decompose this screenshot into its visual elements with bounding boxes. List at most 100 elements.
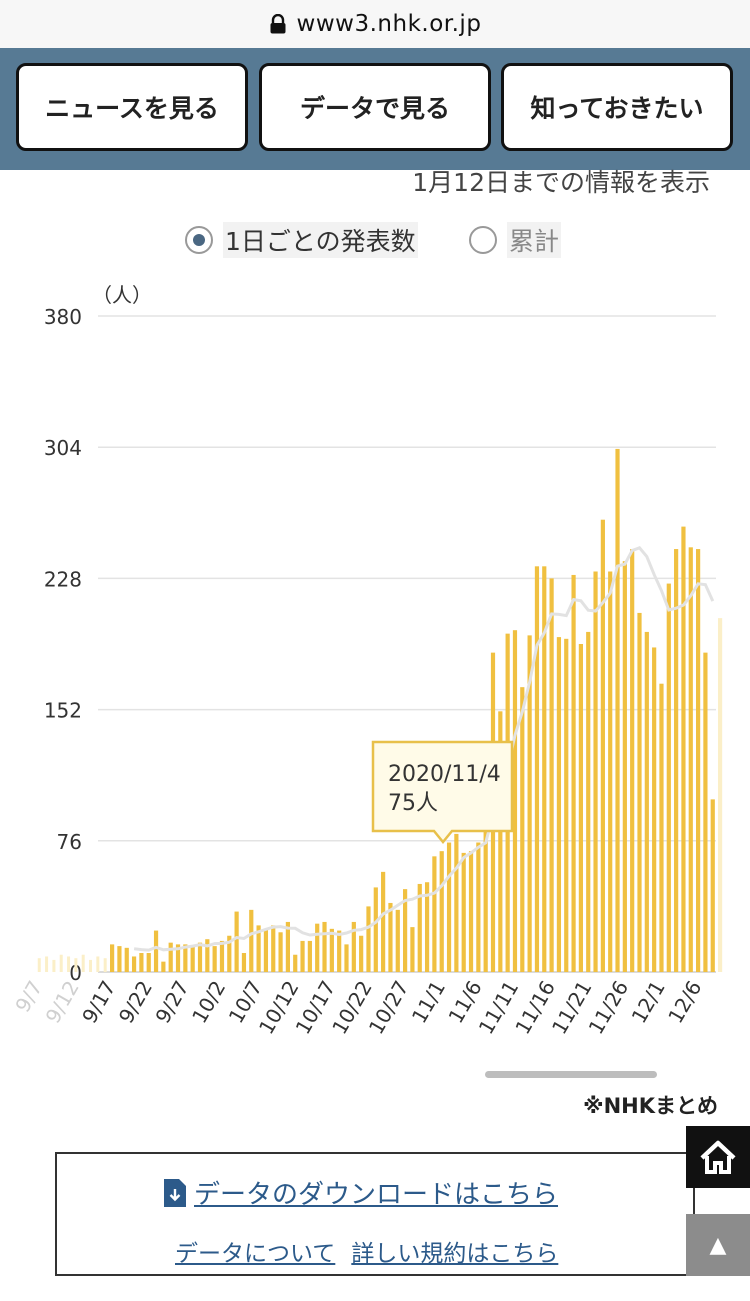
data-bar[interactable]	[249, 909, 254, 972]
faint-bar	[37, 958, 41, 972]
data-bar[interactable]	[483, 825, 488, 972]
data-bar[interactable]	[432, 856, 437, 972]
x-tick-label: 12/6	[663, 977, 706, 1028]
radio-unselected-icon[interactable]	[469, 226, 497, 254]
data-bar[interactable]	[578, 644, 583, 972]
data-bar[interactable]	[520, 687, 525, 972]
data-bar[interactable]	[271, 925, 276, 972]
data-bar[interactable]	[439, 851, 444, 972]
data-bar[interactable]	[468, 851, 474, 972]
data-bar[interactable]	[564, 638, 569, 972]
data-bar[interactable]	[359, 935, 364, 972]
data-bar[interactable]	[146, 953, 151, 972]
data-bar[interactable]	[219, 940, 225, 972]
data-bar[interactable]	[300, 940, 305, 972]
home-button[interactable]	[686, 1126, 750, 1188]
data-bar[interactable]	[630, 549, 635, 972]
daily-toggle[interactable]: 1日ごとの発表数	[185, 222, 418, 258]
data-bar[interactable]	[344, 944, 349, 972]
data-bar[interactable]	[278, 932, 283, 972]
data-bar[interactable]	[622, 561, 627, 972]
terms-link[interactable]: 詳しい規約はこちら	[351, 1241, 559, 1267]
data-bar[interactable]	[403, 889, 408, 972]
data-bar[interactable]	[534, 566, 540, 972]
data-bar[interactable]	[175, 944, 181, 972]
radio-selected-icon[interactable]	[185, 226, 213, 254]
data-bar[interactable]	[512, 630, 518, 972]
data-bar[interactable]	[190, 946, 195, 972]
data-bar[interactable]	[681, 526, 686, 972]
data-bar[interactable]	[337, 930, 342, 972]
data-bar[interactable]	[666, 583, 671, 972]
cumulative-toggle[interactable]: 累計	[469, 222, 562, 258]
data-bar[interactable]	[168, 942, 173, 972]
download-link-text[interactable]: データのダウンロードはこちら	[194, 1180, 559, 1210]
data-bar[interactable]	[263, 928, 269, 972]
data-bar[interactable]	[315, 923, 320, 972]
data-bar[interactable]	[307, 940, 312, 972]
data-bar[interactable]	[110, 944, 115, 972]
data-bar[interactable]	[241, 953, 247, 972]
know-button[interactable]: 知っておきたい	[501, 63, 733, 151]
data-bar[interactable]	[205, 939, 210, 972]
data-bar[interactable]	[197, 942, 203, 972]
data-bar[interactable]	[417, 883, 422, 972]
data-bar[interactable]	[542, 566, 547, 972]
data-bar[interactable]	[153, 930, 159, 972]
news-button[interactable]: ニュースを見る	[16, 63, 248, 151]
data-bar[interactable]	[351, 921, 356, 972]
data-bar[interactable]	[454, 833, 459, 972]
data-bar[interactable]	[674, 549, 679, 972]
data-bar[interactable]	[498, 711, 503, 972]
data-bar[interactable]	[644, 631, 649, 972]
data-bar[interactable]	[183, 944, 188, 972]
chart-scrollbar[interactable]	[485, 1071, 657, 1078]
data-bar[interactable]	[659, 683, 664, 972]
download-link[interactable]: データのダウンロードはこちら	[164, 1174, 558, 1211]
data-bar[interactable]	[366, 906, 371, 972]
data-bar[interactable]	[410, 927, 415, 972]
data-bar[interactable]	[600, 519, 605, 972]
data-bar[interactable]	[131, 956, 137, 972]
data-bar[interactable]	[381, 871, 386, 972]
data-bar[interactable]	[285, 921, 290, 972]
data-bar[interactable]	[710, 799, 715, 972]
data-bar[interactable]	[373, 887, 378, 972]
data-bar[interactable]	[124, 947, 129, 972]
data-bar[interactable]	[615, 448, 620, 972]
data-bar[interactable]	[688, 547, 693, 972]
data-bar[interactable]	[424, 882, 430, 972]
data-bar[interactable]	[256, 925, 261, 972]
data-bar[interactable]	[549, 578, 554, 972]
data-bar[interactable]	[234, 911, 239, 972]
data-bar[interactable]	[571, 574, 576, 972]
data-bar[interactable]	[117, 946, 122, 972]
browser-url-bar[interactable]: www3.nhk.or.jp	[0, 0, 750, 48]
data-bar[interactable]	[593, 571, 598, 972]
data-bar[interactable]	[703, 652, 708, 972]
data-bar[interactable]	[461, 852, 466, 972]
tooltip-value: 75人	[388, 791, 438, 816]
data-bar[interactable]	[293, 954, 298, 972]
data-button[interactable]: データで見る	[259, 63, 491, 151]
data-bar[interactable]	[212, 946, 217, 972]
data-bar[interactable]	[527, 635, 532, 972]
data-bar[interactable]	[637, 612, 642, 972]
data-bar[interactable]	[608, 571, 613, 972]
data-bar[interactable]	[161, 961, 166, 972]
scroll-top-button[interactable]: ▲	[686, 1214, 750, 1276]
data-bar[interactable]	[395, 909, 400, 972]
data-bar[interactable]	[476, 842, 481, 972]
data-bar[interactable]	[139, 953, 144, 972]
data-bar[interactable]	[586, 631, 591, 972]
data-bar[interactable]	[388, 902, 393, 972]
data-bar[interactable]	[556, 637, 562, 972]
about-data-link[interactable]: データについて	[175, 1241, 336, 1267]
data-bar[interactable]	[652, 647, 657, 972]
data-bar[interactable]	[227, 935, 232, 972]
data-bar[interactable]	[696, 549, 701, 972]
data-bar[interactable]	[322, 921, 327, 972]
data-bar[interactable]	[446, 842, 452, 972]
data-bar[interactable]	[329, 928, 334, 972]
